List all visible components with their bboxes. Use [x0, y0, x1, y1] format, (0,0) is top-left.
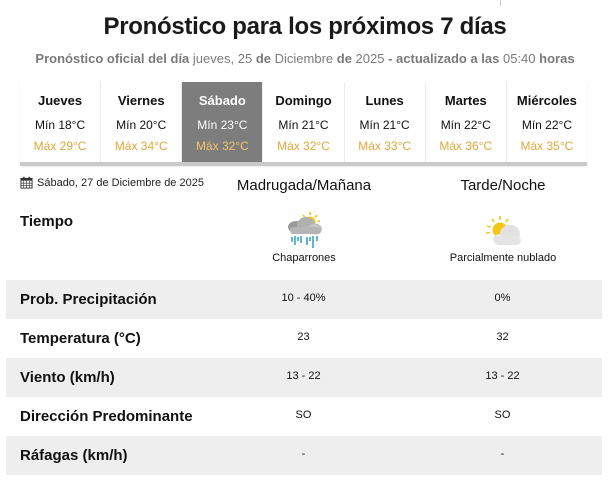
day-min-temp: Mín 21°C: [359, 118, 410, 132]
weather-desc-evening: Parcialmente nublado: [449, 252, 557, 264]
selected-date: Sábado, 27 de Diciembre de 2025: [20, 176, 204, 189]
subtitle-updated-label: - actualizado a las: [388, 51, 500, 66]
day-max-temp: Máx 36°C: [439, 139, 493, 153]
row-label: Prob. Precipitación: [20, 291, 157, 308]
subtitle-hours-label: horas: [539, 51, 575, 66]
day-min-temp: Mín 22°C: [521, 118, 572, 132]
day-tab-domingo[interactable]: Domingo Mín 21°C Máx 32°C: [263, 82, 345, 162]
top-divider: [500, 0, 501, 6]
day-name: Miércoles: [516, 93, 577, 108]
day-max-temp: Máx 29°C: [33, 139, 87, 153]
day-min-temp: Mín 23°C: [197, 118, 248, 132]
subtitle-year: 2025: [355, 51, 385, 66]
day-max-temp: Máx 34°C: [114, 139, 168, 153]
row-value-evening: SO: [494, 408, 511, 421]
day-min-temp: Mín 18°C: [34, 118, 86, 132]
day-tab-jueves[interactable]: Jueves Mín 18°C Máx 29°C: [20, 82, 102, 162]
forecast-subtitle: Pronóstico oficial del día jueves, 25 de…: [0, 51, 610, 66]
row-value-evening: 32: [496, 330, 509, 343]
tiempo-label: Tiempo: [20, 213, 74, 230]
subtitle-prefix: Pronóstico oficial del día: [35, 51, 190, 66]
showers-sun-icon: [288, 212, 322, 248]
day-name: Domingo: [275, 93, 332, 108]
day-tab-viernes[interactable]: Viernes Mín 20°C Máx 34°C: [101, 82, 183, 162]
day-tab-miercoles[interactable]: Miércoles Mín 22°C Máx 35°C: [507, 82, 587, 162]
day-name: Lunes: [365, 93, 404, 108]
subtitle-de: de: [336, 51, 352, 66]
column-header-morning: Madrugada/Mañana: [236, 177, 372, 194]
subtitle-de: de: [255, 51, 271, 66]
column-header-evening: Tarde/Noche: [460, 177, 546, 194]
day-max-temp: Máx 33°C: [358, 139, 412, 153]
row-label: Temperatura (°C): [20, 330, 141, 347]
table-row: Dirección Predominante SO SO: [6, 397, 602, 436]
day-name: Martes: [444, 93, 487, 108]
row-value-evening: 0%: [494, 291, 511, 304]
subtitle-date: jueves, 25: [192, 51, 253, 66]
calendar-icon: [20, 176, 33, 189]
day-min-temp: Mín 21°C: [278, 118, 329, 132]
subtitle-time: 05:40: [502, 51, 536, 66]
page-title: Pronóstico para los próximos 7 días: [103, 13, 507, 40]
row-value-morning: 13 - 22: [286, 369, 321, 382]
row-value-morning: SO: [295, 408, 312, 421]
row-label: Ráfagas (km/h): [20, 447, 128, 464]
day-tabs: Jueves Mín 18°C Máx 29°C Viernes Mín 20°…: [20, 82, 587, 166]
forecast-table: Prob. Precipitación 10 - 40% 0% Temperat…: [6, 280, 602, 475]
row-value-evening: 13 - 22: [485, 369, 520, 382]
partly-cloudy-icon: [485, 216, 521, 245]
day-name: Jueves: [38, 93, 83, 108]
row-value-evening: -: [500, 447, 505, 460]
selected-date-text: Sábado, 27 de Diciembre de 2025: [37, 176, 204, 189]
day-tab-sabado[interactable]: Sábado Mín 23°C Máx 32°C: [182, 82, 264, 162]
weather-desc-morning: Chaparrones: [272, 252, 336, 264]
day-max-temp: Máx 32°C: [195, 139, 249, 153]
table-row: Temperatura (°C) 23 32: [6, 319, 602, 358]
subtitle-month: Diciembre: [274, 51, 334, 66]
row-value-morning: 10 - 40%: [281, 291, 326, 304]
table-row: Prob. Precipitación 10 - 40% 0%: [6, 280, 602, 319]
day-name: Viernes: [117, 93, 165, 108]
day-max-temp: Máx 35°C: [520, 139, 574, 153]
day-tab-martes[interactable]: Martes Mín 22°C Máx 36°C: [426, 82, 507, 162]
table-row: Viento (km/h) 13 - 22 13 - 22: [6, 358, 602, 397]
row-label: Viento (km/h): [20, 369, 115, 386]
day-max-temp: Máx 32°C: [277, 139, 330, 153]
row-label: Dirección Predominante: [20, 408, 193, 425]
day-name: Sábado: [198, 93, 246, 108]
day-min-temp: Mín 22°C: [440, 118, 491, 132]
row-value-morning: -: [301, 447, 306, 460]
row-value-morning: 23: [297, 330, 310, 343]
table-row: Ráfagas (km/h) - -: [6, 436, 602, 475]
day-min-temp: Mín 20°C: [116, 118, 167, 132]
day-tab-lunes[interactable]: Lunes Mín 21°C Máx 33°C: [345, 82, 426, 162]
